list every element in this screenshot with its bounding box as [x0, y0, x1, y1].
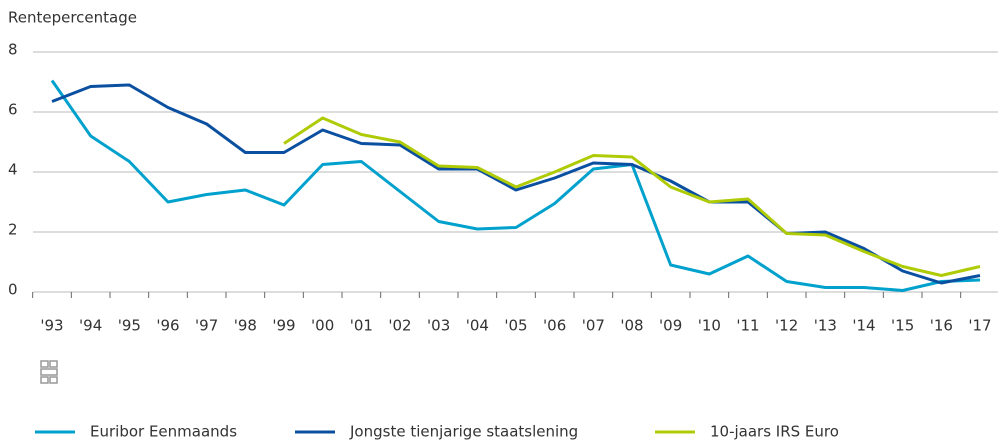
x-tick-label: '03	[427, 317, 450, 335]
x-tick-label: '99	[272, 317, 295, 335]
x-tick-label: '07	[582, 317, 605, 335]
x-tick-label: '01	[350, 317, 373, 335]
x-tick-label: '98	[234, 317, 257, 335]
x-tick-label: '11	[736, 317, 759, 335]
x-tick-label: '15	[891, 317, 914, 335]
y-tick-label: 0	[8, 281, 18, 299]
x-tick-label: '16	[930, 317, 953, 335]
y-tick-label: 4	[8, 161, 18, 179]
series-line	[50, 79, 981, 292]
x-tick-label: '10	[698, 317, 721, 335]
x-tick-label: '09	[659, 317, 682, 335]
x-tick-label: '04	[466, 317, 489, 335]
y-axis-label: Rentepercentage	[8, 9, 137, 27]
x-tick-label: '12	[775, 317, 798, 335]
legend-label: 10-jaars IRS Euro	[710, 423, 839, 441]
series-line	[283, 116, 981, 277]
x-tick-label: '06	[543, 317, 566, 335]
x-tick-label: '08	[620, 317, 643, 335]
x-tick-label: '14	[852, 317, 875, 335]
x-tick-label: '02	[388, 317, 411, 335]
x-tick-label: '17	[968, 317, 991, 335]
x-tick-label: '94	[79, 317, 102, 335]
y-tick-label: 6	[8, 101, 18, 119]
cbs-logo	[40, 360, 58, 384]
legend-label: Euribor Eenmaands	[90, 423, 237, 441]
x-tick-label: '05	[504, 317, 527, 335]
y-tick-label: 2	[8, 221, 18, 239]
y-tick-label: 8	[8, 41, 18, 59]
x-tick-label: '95	[118, 317, 141, 335]
series-line	[51, 83, 981, 285]
legend-label: Jongste tienjarige staatslening	[349, 423, 578, 441]
x-tick-label: '00	[311, 317, 334, 335]
x-tick-label: '97	[195, 317, 218, 335]
x-tick-label: '96	[156, 317, 179, 335]
x-tick-label: '93	[40, 317, 63, 335]
x-tick-label: '13	[814, 317, 837, 335]
